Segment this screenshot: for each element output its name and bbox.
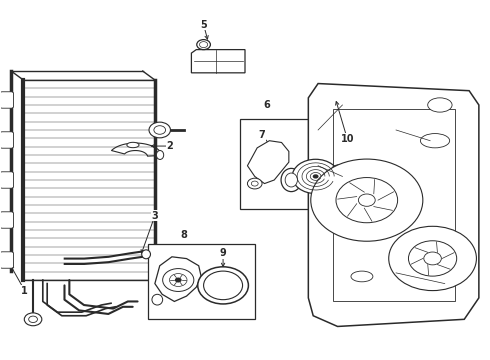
Circle shape: [163, 269, 194, 292]
Circle shape: [247, 178, 262, 189]
Text: 6: 6: [264, 100, 270, 110]
Circle shape: [311, 159, 423, 241]
Circle shape: [336, 177, 397, 223]
Bar: [240, 119, 347, 208]
Circle shape: [24, 313, 42, 326]
Text: 7: 7: [259, 130, 266, 140]
Text: 4: 4: [200, 52, 207, 62]
Circle shape: [149, 122, 171, 138]
Circle shape: [203, 271, 243, 300]
FancyBboxPatch shape: [0, 252, 14, 268]
Ellipse shape: [351, 271, 373, 282]
Text: 1: 1: [22, 286, 28, 296]
Ellipse shape: [285, 173, 297, 187]
Text: 9: 9: [220, 248, 226, 258]
Circle shape: [424, 252, 441, 265]
Circle shape: [197, 40, 210, 50]
Circle shape: [389, 226, 476, 291]
FancyBboxPatch shape: [0, 92, 14, 108]
Text: 5: 5: [200, 19, 207, 30]
Bar: [147, 244, 255, 319]
FancyBboxPatch shape: [0, 132, 14, 148]
Ellipse shape: [420, 134, 450, 148]
Text: 10: 10: [341, 134, 354, 144]
FancyBboxPatch shape: [0, 212, 14, 228]
Ellipse shape: [281, 168, 301, 192]
Ellipse shape: [328, 185, 340, 193]
Text: 3: 3: [151, 211, 158, 221]
FancyBboxPatch shape: [0, 172, 14, 188]
Text: 2: 2: [166, 141, 173, 151]
Polygon shape: [155, 257, 201, 301]
Ellipse shape: [156, 150, 164, 159]
Text: 8: 8: [181, 230, 188, 240]
Polygon shape: [192, 50, 245, 73]
Ellipse shape: [152, 294, 163, 305]
Ellipse shape: [142, 250, 150, 259]
Circle shape: [313, 174, 318, 179]
Ellipse shape: [127, 142, 139, 148]
Circle shape: [358, 194, 375, 206]
Circle shape: [198, 267, 248, 304]
Circle shape: [409, 241, 457, 276]
Polygon shape: [247, 141, 289, 184]
Circle shape: [175, 278, 182, 283]
Ellipse shape: [428, 98, 452, 112]
Circle shape: [292, 159, 339, 194]
Polygon shape: [308, 84, 479, 327]
Ellipse shape: [332, 165, 346, 174]
